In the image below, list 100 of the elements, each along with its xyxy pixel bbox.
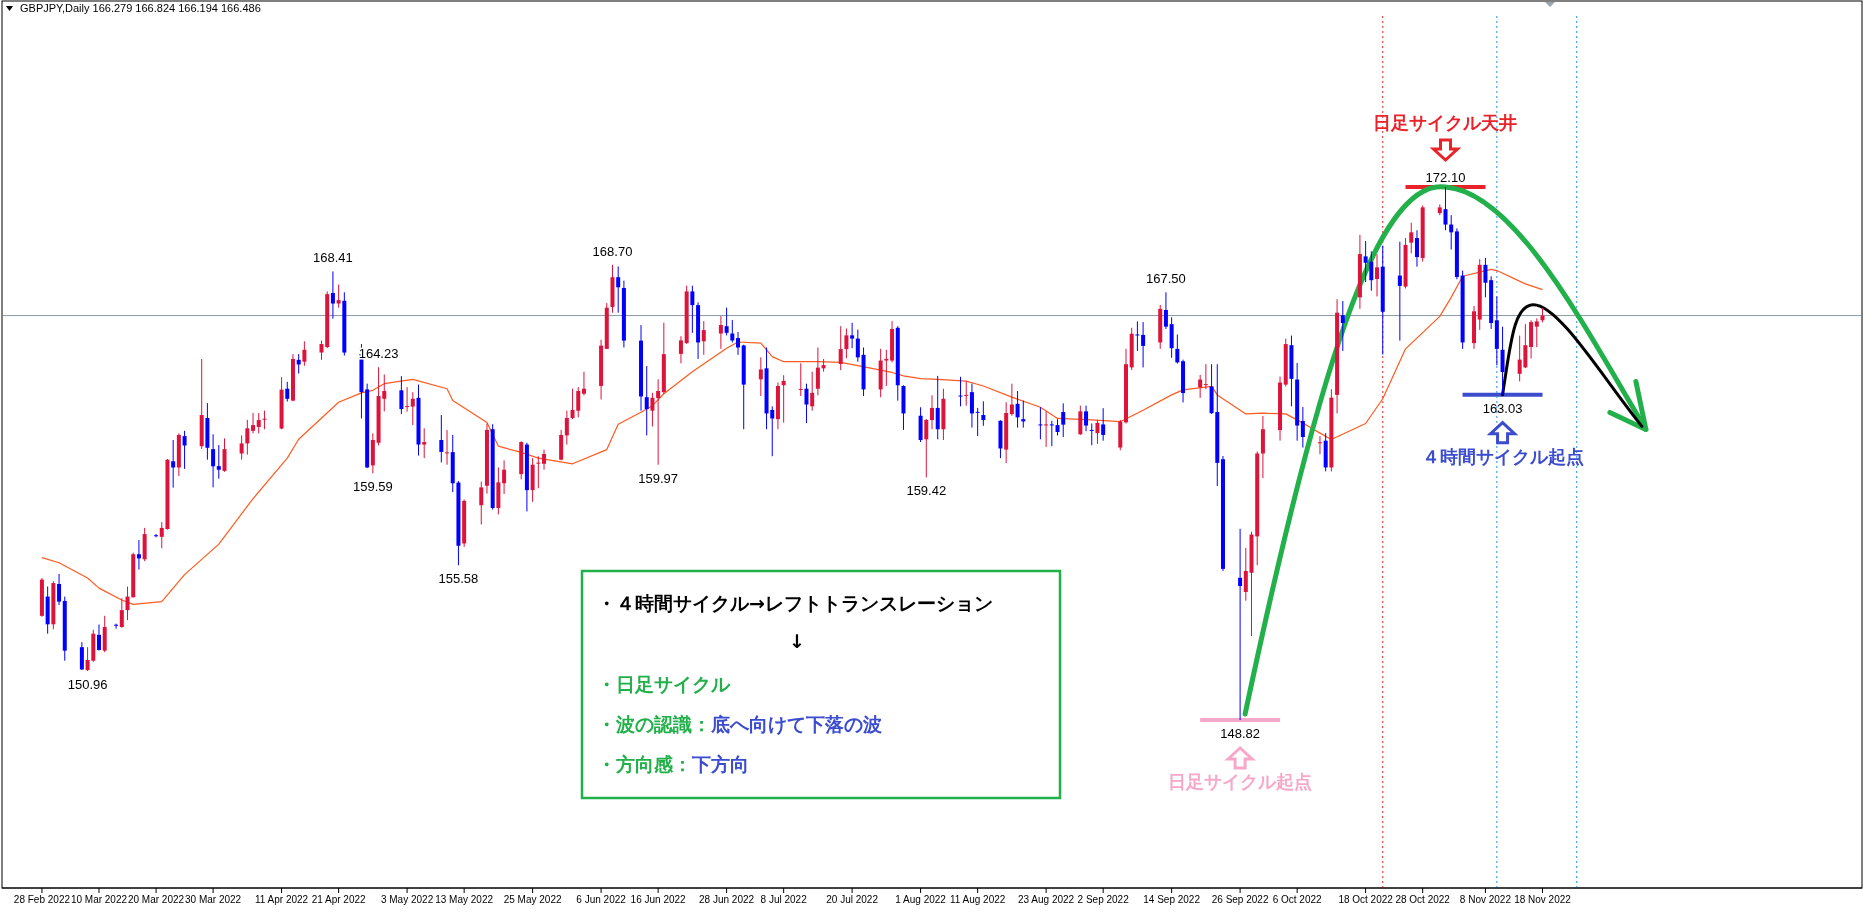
x-tick-label: 18 Oct 2022 (1338, 894, 1394, 905)
candlestick (1375, 253, 1380, 297)
candlestick (718, 315, 723, 350)
x-tick-label: 20 Mar 2022 (127, 894, 185, 905)
annotation: 168.41 (313, 250, 353, 266)
candlestick (844, 327, 849, 359)
candlestick (1084, 405, 1089, 432)
x-tick-label: 28 Feb 2022 (13, 894, 71, 905)
candlestick (616, 265, 621, 314)
candlestick (251, 412, 256, 434)
candlestick (410, 391, 415, 426)
candlestick (1243, 547, 1248, 602)
x-tick-label: 25 May 2022 (503, 894, 562, 905)
candlestick (1101, 407, 1106, 442)
candlestick (1038, 406, 1043, 440)
candlestick (479, 481, 484, 525)
candlestick (1238, 528, 1243, 721)
candlestick (1317, 435, 1322, 455)
candlestick (136, 539, 141, 571)
ref-line-label: 163.03 (1482, 400, 1523, 416)
annotation: 日足サイクル起点 (1168, 772, 1313, 792)
ref-line-label: 148.82 (1220, 726, 1260, 741)
candlestick (285, 381, 290, 403)
candlestick (798, 362, 803, 397)
candlestick (1078, 405, 1083, 436)
candlestick (125, 586, 130, 621)
annotation: 150.96 (67, 677, 108, 692)
x-tick-label: 23 Aug 2022 (1018, 894, 1075, 905)
x-tick-label: 30 Mar 2022 (185, 894, 242, 905)
candlestick (422, 427, 427, 459)
candlestick (182, 430, 187, 470)
candlestick (96, 624, 101, 652)
annotation: ４時間サイクル起点 (1421, 446, 1584, 467)
candlestick (1449, 214, 1454, 250)
candlestick (924, 418, 929, 478)
candlestick (781, 374, 786, 424)
candlestick (239, 434, 244, 461)
x-tick-label: 26 Sep 2022 (1211, 894, 1269, 905)
x-tick-label: 8 Jul 2022 (760, 894, 808, 905)
annotation: 159.42 (906, 483, 947, 499)
candlestick (330, 270, 335, 320)
candlestick (171, 439, 176, 489)
candlestick (884, 349, 889, 387)
candlestick (969, 383, 974, 429)
candlestick (804, 383, 809, 424)
x-tick-label: 6 Jun 2022 (576, 894, 627, 905)
x-tick-label: 2 Sep 2022 (1077, 894, 1130, 905)
candlestick (678, 335, 683, 364)
candlestick (815, 347, 820, 396)
x-tick-label: 14 Sep 2022 (1143, 894, 1201, 905)
candlestick (336, 284, 341, 309)
candlestick (1163, 291, 1168, 330)
candlestick (650, 392, 655, 427)
x-tick-label: 3 May 2022 (380, 894, 434, 905)
annotation: 日足サイクル天井 (1373, 113, 1518, 133)
candlestick (114, 623, 119, 630)
candlestick (211, 433, 216, 488)
candlestick (1095, 419, 1100, 445)
x-tick-label: 8 Nov 2022 (1459, 894, 1512, 905)
candlestick (930, 394, 934, 430)
x-tick-label: 21 Apr 2022 (311, 894, 367, 905)
candlestick (935, 375, 940, 440)
candlestick (256, 412, 261, 434)
annotation: 168.70 (592, 243, 633, 259)
ref-line-label: 172.10 (1425, 170, 1466, 185)
candlestick (445, 429, 450, 466)
candlestick (154, 533, 159, 538)
candlestick (855, 329, 860, 363)
x-tick-label: 11 Apr 2022 (254, 894, 309, 905)
candlestick (1135, 320, 1140, 352)
candlestick (644, 365, 649, 436)
candlestick (1397, 241, 1402, 342)
candlestick (216, 444, 221, 480)
candlestick (1015, 390, 1020, 429)
candlestick (1141, 321, 1146, 368)
candlestick (1483, 257, 1488, 298)
candlestick (502, 459, 507, 495)
candlestick (564, 410, 569, 446)
candlestick (57, 573, 62, 606)
candlestick (1198, 374, 1203, 399)
candlestick (542, 449, 547, 471)
candlestick (1414, 229, 1419, 268)
annotation: ・波の認識：底へ向けて下落の波 (597, 713, 882, 735)
x-tick-label: 18 Nov 2022 (1514, 894, 1572, 905)
candlestick (1049, 420, 1054, 447)
annotation: ↓ (789, 630, 805, 652)
x-tick-label: 20 Jul 2022 (826, 894, 879, 905)
x-tick-label: 16 Jun 2022 (630, 894, 687, 905)
annotation: 155.58 (438, 571, 479, 587)
candlestick (701, 320, 706, 356)
annotation: ・４時間サイクル→レフトトランスレーション (597, 592, 993, 614)
text: ・方向感：下方向 (597, 753, 749, 775)
candlestick (1089, 423, 1094, 446)
candlestick (736, 331, 741, 356)
candlestick (981, 400, 986, 427)
candlestick (1203, 363, 1208, 390)
candlestick (245, 419, 250, 456)
candlestick (958, 376, 963, 407)
x-tick-label: 28 Oct 2022 (1395, 894, 1451, 905)
candlestick (119, 597, 124, 629)
